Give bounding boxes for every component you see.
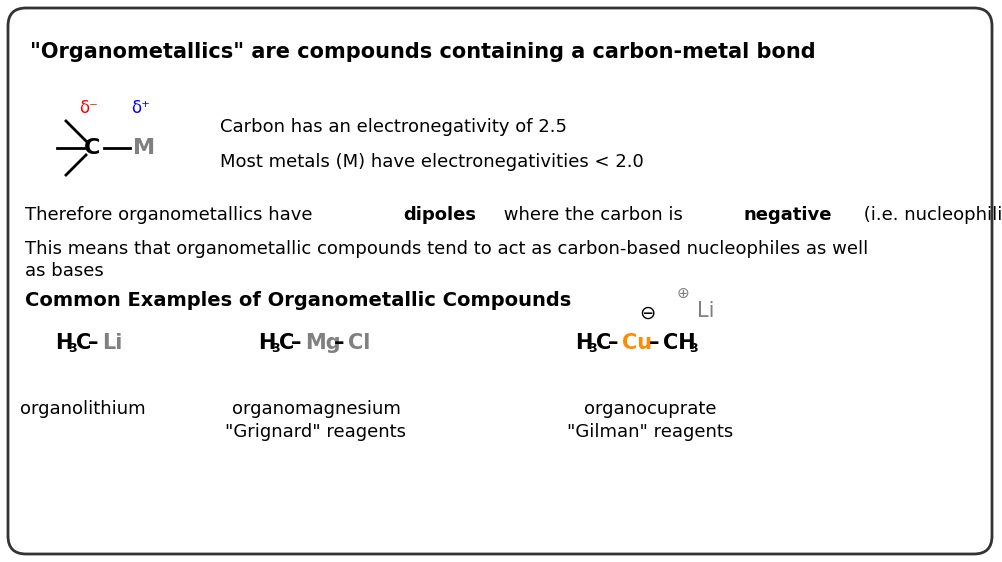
Text: Mg: Mg: [305, 333, 341, 353]
Text: 3: 3: [68, 342, 76, 355]
Text: –: –: [88, 333, 98, 353]
Text: –: –: [291, 333, 302, 353]
Text: organocuprate: organocuprate: [584, 400, 716, 418]
Text: C: C: [84, 138, 100, 158]
Text: Most metals (M) have electronegativities < 2.0: Most metals (M) have electronegativities…: [220, 153, 643, 171]
Text: CH: CH: [663, 333, 695, 353]
Text: "Gilman" reagents: "Gilman" reagents: [567, 423, 733, 441]
Text: C: C: [596, 333, 611, 353]
Text: δ⁺: δ⁺: [131, 99, 150, 117]
Text: organolithium: organolithium: [20, 400, 146, 418]
Text: Therefore organometallics have: Therefore organometallics have: [25, 206, 319, 224]
Text: organomagnesium: organomagnesium: [231, 400, 401, 418]
Text: δ⁻: δ⁻: [79, 99, 98, 117]
Text: –: –: [334, 333, 345, 353]
Text: as bases: as bases: [25, 262, 104, 280]
Text: 3: 3: [588, 342, 596, 355]
Text: C: C: [279, 333, 295, 353]
Text: C: C: [76, 333, 91, 353]
Text: 3: 3: [271, 342, 280, 355]
Text: Li: Li: [697, 301, 714, 321]
FancyBboxPatch shape: [8, 8, 992, 554]
Text: H: H: [575, 333, 592, 353]
Text: ⊖: ⊖: [639, 303, 655, 323]
Text: –: –: [649, 333, 659, 353]
Text: "Organometallics" are compounds containing a carbon-metal bond: "Organometallics" are compounds containi…: [30, 42, 816, 62]
Text: Carbon has an electronegativity of 2.5: Carbon has an electronegativity of 2.5: [220, 118, 567, 136]
Text: H: H: [55, 333, 72, 353]
Text: Cl: Cl: [348, 333, 371, 353]
Text: This means that organometallic compounds tend to act as carbon-based nucleophile: This means that organometallic compounds…: [25, 240, 869, 258]
Text: negative: negative: [743, 206, 832, 224]
Text: where the carbon is: where the carbon is: [498, 206, 688, 224]
Text: –: –: [608, 333, 618, 353]
Text: dipoles: dipoles: [404, 206, 476, 224]
Text: "Grignard" reagents: "Grignard" reagents: [225, 423, 407, 441]
Text: ⊕: ⊕: [676, 285, 689, 301]
Text: Li: Li: [102, 333, 122, 353]
Text: H: H: [258, 333, 276, 353]
Text: (i.e. nucleophilic): (i.e. nucleophilic): [858, 206, 1002, 224]
Text: M: M: [133, 138, 155, 158]
Text: Cu: Cu: [622, 333, 652, 353]
Text: 3: 3: [689, 342, 697, 355]
Text: Common Examples of Organometallic Compounds: Common Examples of Organometallic Compou…: [25, 291, 571, 310]
